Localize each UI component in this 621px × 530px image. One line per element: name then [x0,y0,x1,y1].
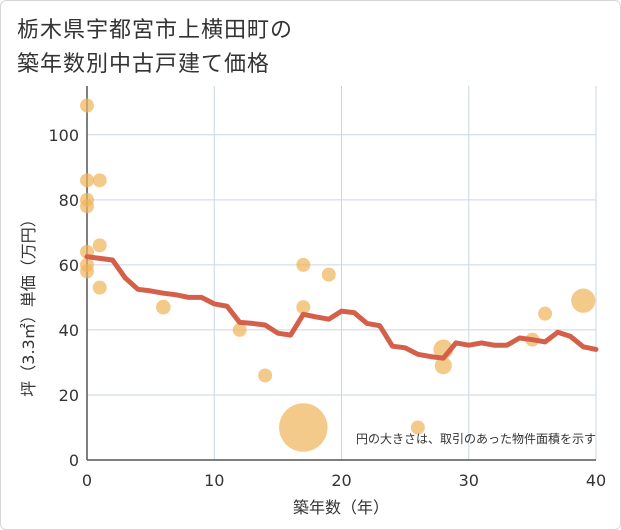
data-point-9 [92,280,107,295]
data-point-7 [92,173,107,188]
data-point-10 [156,299,171,315]
data-point-16 [321,267,336,282]
data-point-1 [80,173,94,188]
y-tick-label-40: 40 [59,321,79,340]
x-tick-label-0: 0 [82,471,92,490]
x-axis-label: 築年数（年） [293,498,389,517]
chart-title-line-1: 栃木県宇都宮市上横田町の [17,18,294,43]
trend-line [84,254,599,361]
x-tick-label-10: 10 [204,471,224,490]
data-point-21 [538,306,553,321]
data-point-6 [80,264,94,279]
x-tick-label-40: 40 [586,471,606,490]
data-point-11 [232,322,247,337]
y-tick-label-100: 100 [48,126,79,145]
data-point-15 [279,403,328,452]
data-point-8 [92,238,107,253]
data-point-3 [80,199,94,214]
trend-series [84,254,599,361]
data-points [80,98,596,452]
y-axis-label: 坪（3.3㎡）単価（万円） [19,211,38,396]
y-tick-label-20: 20 [59,386,79,405]
y-tick-label-80: 80 [59,191,79,210]
data-point-17 [410,420,425,435]
data-point-0 [80,98,94,113]
x-tick-label-20: 20 [331,471,351,490]
size-legend-note: 円の大きさは、取引のあった物件面積を示す [356,431,596,446]
data-point-22 [571,288,596,313]
data-point-19 [434,357,452,375]
chart-title: 栃木県宇都宮市上横田町の 築年数別中古戸建て価格 [17,14,293,82]
data-point-12 [258,368,273,383]
tick-labels: 0 20 40 60 80 100 0 10 20 30 40 [48,126,606,490]
grid-lines [87,86,597,460]
y-tick-label-0: 0 [69,451,79,470]
x-tick-label-30: 30 [459,471,479,490]
chart-title-line-2: 築年数別中古戸建て価格 [17,52,271,77]
y-tick-label-60: 60 [59,256,79,275]
data-point-14 [296,300,311,315]
data-point-13 [296,257,311,272]
